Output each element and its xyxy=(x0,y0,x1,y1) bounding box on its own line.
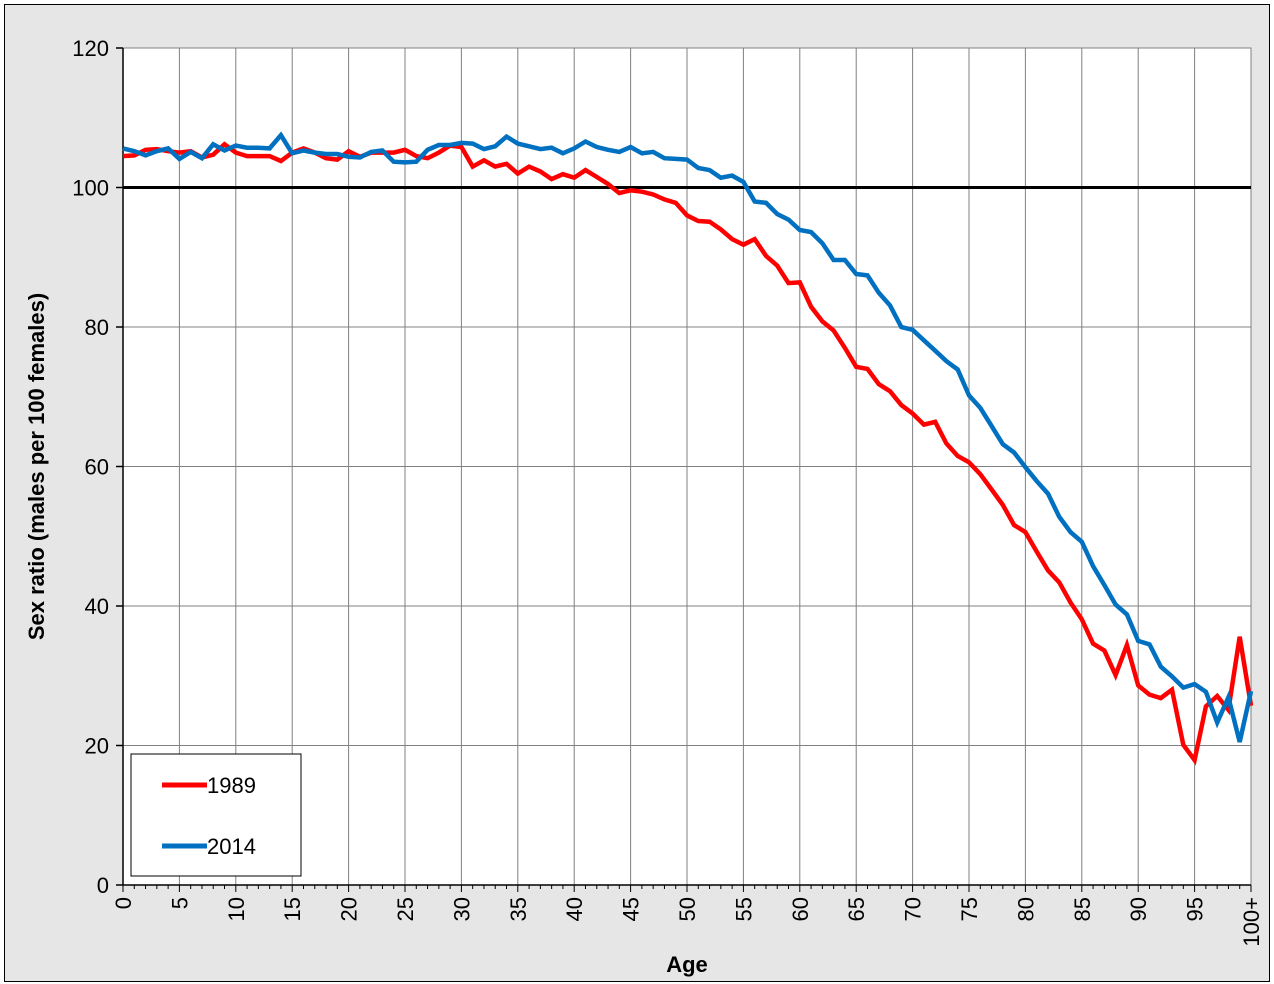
axis-ticks xyxy=(116,47,1252,892)
x-tick-label-35: 35 xyxy=(506,897,531,921)
legend-label-2014: 2014 xyxy=(207,834,256,859)
x-tick-label-25: 25 xyxy=(393,897,418,921)
x-tick-label-100+: 100+ xyxy=(1239,897,1264,947)
series-line-2014 xyxy=(122,131,1254,743)
y-tick-labels: 0 20 40 60 80 100 120 xyxy=(72,36,109,898)
y-tick-label-40: 40 xyxy=(85,594,109,619)
x-tick-label-30: 30 xyxy=(449,897,474,921)
x-tick-label-65: 65 xyxy=(844,897,869,921)
x-tick-label-10: 10 xyxy=(224,897,249,921)
legend-label-1989: 1989 xyxy=(207,773,256,798)
y-tick-label-100: 100 xyxy=(72,176,109,201)
x-tick-label-80: 80 xyxy=(1013,897,1038,921)
legend-box xyxy=(130,753,302,877)
x-axis-title: Age xyxy=(666,952,708,977)
x-tick-label-40: 40 xyxy=(562,897,587,921)
x-tick-label-15: 15 xyxy=(280,897,305,921)
x-tick-label-95: 95 xyxy=(1183,897,1208,921)
x-tick-label-5: 5 xyxy=(167,897,192,909)
y-tick-label-120: 120 xyxy=(72,36,109,61)
x-tick-label-20: 20 xyxy=(337,897,362,921)
x-tick-label-55: 55 xyxy=(731,897,756,921)
x-tick-label-45: 45 xyxy=(619,897,644,921)
x-tick-label-70: 70 xyxy=(901,897,926,921)
series-lines xyxy=(122,131,1254,766)
x-tick-labels: 0 5 10 15 20 25 30 35 40 45 50 55 60 65 70 75 80 85 90 95 10… xyxy=(111,897,1264,947)
y-tick-label-0: 0 xyxy=(97,873,109,898)
x-tick-label-90: 90 xyxy=(1126,897,1151,921)
y-tick-label-80: 80 xyxy=(85,315,109,340)
x-tick-label-60: 60 xyxy=(788,897,813,921)
y-tick-label-60: 60 xyxy=(85,455,109,480)
x-tick-label-0: 0 xyxy=(111,897,136,909)
legend: 1989 2014 xyxy=(130,753,302,877)
x-tick-label-75: 75 xyxy=(957,897,982,921)
y-tick-label-20: 20 xyxy=(85,734,109,759)
x-tick-label-50: 50 xyxy=(675,897,700,921)
y-axis-title: Sex ratio (males per 100 females) xyxy=(24,293,49,640)
x-tick-label-85: 85 xyxy=(1070,897,1095,921)
